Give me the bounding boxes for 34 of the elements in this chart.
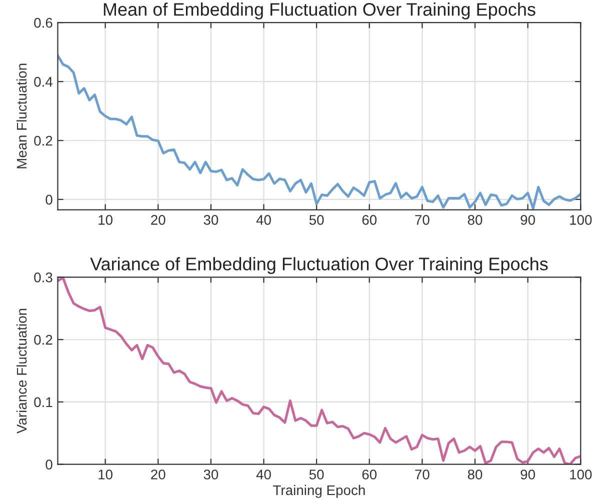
y-tick-label: 0.3 bbox=[34, 272, 52, 282]
x-tick-label: 10 bbox=[98, 215, 112, 225]
x-tick-label: 70 bbox=[415, 215, 430, 225]
y-tick-label: 0 bbox=[46, 194, 52, 205]
x-tick-label: 60 bbox=[362, 470, 377, 480]
y-tick-label: 0 bbox=[46, 460, 52, 470]
y-axis-title: Variance Fluctuation bbox=[16, 308, 27, 434]
chart-title: Mean of Embedding Fluctuation Over Training Epochs bbox=[104, 2, 536, 20]
x-tick-label: 50 bbox=[309, 470, 324, 480]
x-tick-label: 100 bbox=[570, 470, 592, 480]
x-tick-label: 100 bbox=[570, 215, 592, 225]
x-tick-label: 60 bbox=[362, 215, 377, 225]
x-tick-label: 40 bbox=[256, 470, 271, 480]
x-tick-label: 20 bbox=[151, 470, 166, 480]
x-tick-label: 50 bbox=[309, 215, 324, 225]
y-tick-label: 0.4 bbox=[34, 76, 52, 87]
x-tick-label: 20 bbox=[151, 215, 166, 225]
x-tick-label: 80 bbox=[468, 470, 482, 480]
y-tick-label: 0.2 bbox=[34, 136, 52, 146]
x-tick-label: 30 bbox=[204, 470, 218, 480]
x-tick-label: 90 bbox=[520, 470, 536, 480]
x-tick-label: 10 bbox=[98, 470, 112, 480]
x-tick-label: 30 bbox=[204, 215, 218, 225]
chart-title: Variance of Embedding Fluctuation Over Training Epochs bbox=[90, 257, 548, 274]
y-tick-label: 0.6 bbox=[34, 18, 52, 28]
x-tick-label: 70 bbox=[415, 470, 430, 480]
y-tick-label: 0.2 bbox=[34, 334, 52, 345]
x-tick-label: 90 bbox=[520, 215, 536, 225]
x-tick-label: 80 bbox=[468, 215, 482, 225]
y-axis-title: Mean Fluctuation bbox=[16, 64, 27, 168]
x-axis-title: Training Epoch bbox=[273, 484, 365, 498]
y-tick-label: 0.1 bbox=[34, 397, 52, 408]
x-tick-label: 40 bbox=[256, 215, 271, 225]
line-series bbox=[58, 277, 581, 464]
